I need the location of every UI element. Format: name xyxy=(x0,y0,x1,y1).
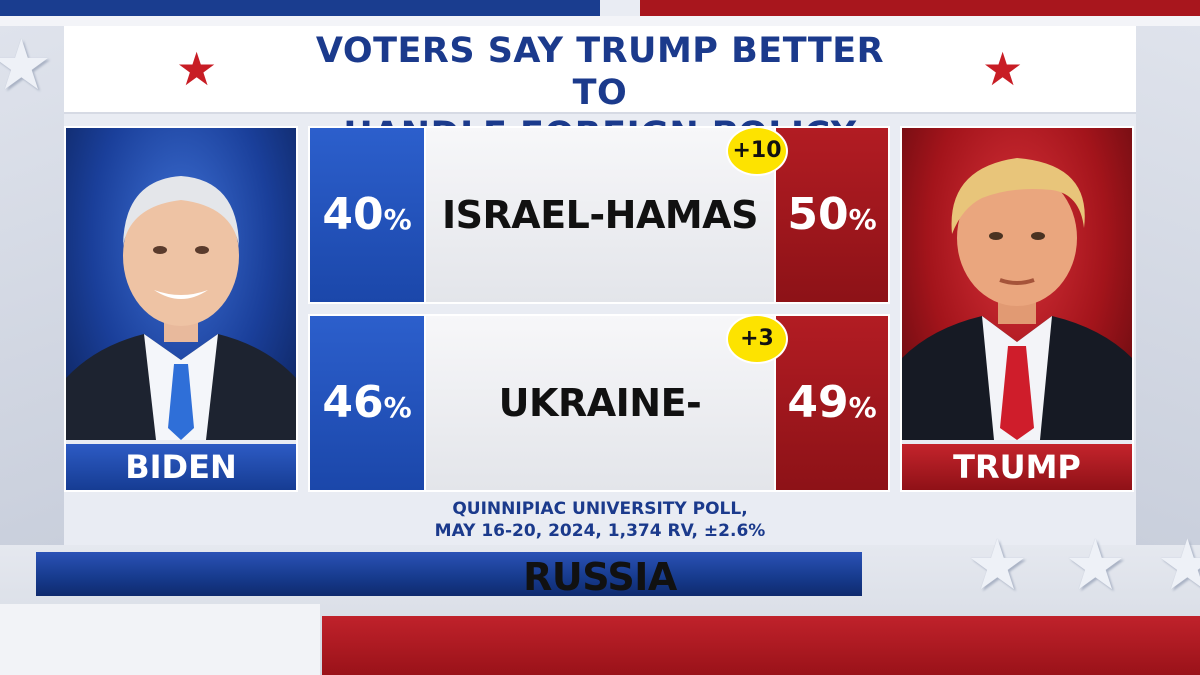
top-white-band xyxy=(0,16,1200,26)
top-blue-stripe xyxy=(0,0,600,16)
decorative-star-icon: ★ xyxy=(966,524,1029,606)
issue-cell: UKRAINE-RUSSIA xyxy=(426,316,774,599)
percent-sign: % xyxy=(383,203,412,236)
decorative-star-icon: ★ xyxy=(0,24,53,106)
biden-percentage: 40% xyxy=(310,128,424,302)
margin-badge: +10 xyxy=(726,126,788,176)
lower-white-stripe xyxy=(0,604,320,675)
biden-value: 40 xyxy=(322,189,384,240)
percent-sign: % xyxy=(848,203,877,236)
issue-label: ISRAEL-HAMAS xyxy=(442,193,758,237)
trump-value: 49 xyxy=(787,377,849,428)
candidate-name-trump: TRUMP xyxy=(902,444,1132,490)
biden-portrait xyxy=(66,128,296,440)
trump-percentage: 49% xyxy=(776,316,888,490)
trump-value: 50 xyxy=(787,189,849,240)
issue-label: UKRAINE-RUSSIA xyxy=(498,381,702,599)
top-red-stripe xyxy=(640,0,1200,16)
result-row: 40% ISRAEL-HAMAS 50% +10 xyxy=(308,126,890,304)
source-line-1: QUINNIPIAC UNIVERSITY POLL, xyxy=(452,499,748,519)
title-banner: ★ VOTERS SAY TRUMP BETTER TO HANDLE FORE… xyxy=(64,26,1136,155)
lower-red-stripe xyxy=(322,616,1200,675)
trump-result-cell: 50% xyxy=(776,128,888,302)
candidate-panel-biden: BIDEN xyxy=(64,126,298,492)
issue-cell: ISRAEL-HAMAS xyxy=(426,128,774,302)
result-row: 46% UKRAINE-RUSSIA 49% +3 xyxy=(308,314,890,599)
biden-value: 46 xyxy=(322,377,384,428)
lower-blue-stripe xyxy=(36,552,862,596)
red-star-icon: ★ xyxy=(982,42,1024,96)
right-side-panel xyxy=(1136,26,1200,546)
trump-portrait-illustration xyxy=(902,158,1132,440)
biden-result-cell: 40% xyxy=(310,128,424,302)
candidate-name-biden: BIDEN xyxy=(66,444,296,490)
candidate-panel-trump: TRUMP xyxy=(900,126,1134,492)
decorative-star-icon: ★ xyxy=(1156,524,1200,606)
poll-source: QUINNIPIAC UNIVERSITY POLL, MAY 16-20, 2… xyxy=(330,498,870,542)
margin-badge: +3 xyxy=(726,314,788,364)
title-line-1: VOTERS SAY TRUMP BETTER TO xyxy=(315,31,885,113)
biden-percentage: 46% xyxy=(310,316,424,490)
source-line-2: MAY 16-20, 2024, 1,374 RV, ±2.6% xyxy=(434,521,766,541)
biden-portrait-illustration xyxy=(66,176,296,440)
percent-sign: % xyxy=(383,391,412,424)
trump-portrait xyxy=(902,128,1132,440)
left-side-panel xyxy=(0,26,64,546)
trump-result-cell: 49% xyxy=(776,316,888,490)
decorative-star-icon: ★ xyxy=(1064,524,1127,606)
trump-percentage: 50% xyxy=(776,128,888,302)
red-star-icon: ★ xyxy=(176,42,218,96)
percent-sign: % xyxy=(848,391,877,424)
biden-result-cell: 46% xyxy=(310,316,424,490)
